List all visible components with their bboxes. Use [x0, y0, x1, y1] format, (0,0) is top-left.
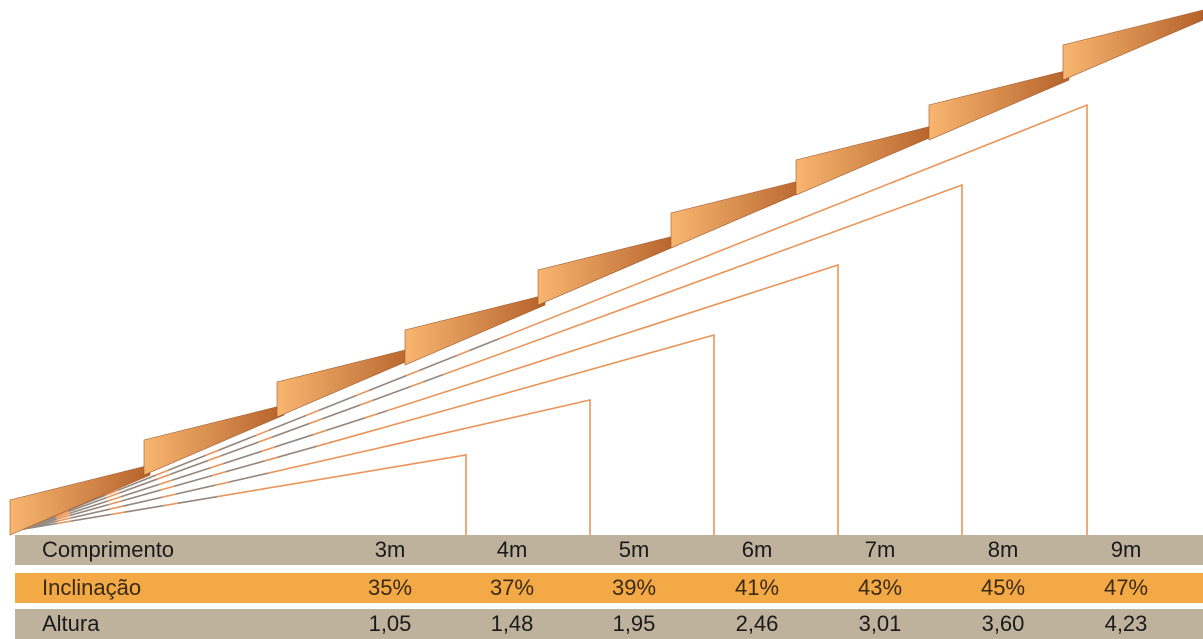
cell-inclinacao-5m: 39%	[611, 575, 657, 600]
slope-lines	[17, 103, 1088, 540]
cell-inclinacao-9m: 47%	[1103, 575, 1149, 600]
cell-inclinacao-4m: 37%	[489, 575, 535, 600]
cell-altura-3m: 1,05	[368, 611, 412, 636]
slope-line-6m	[17, 263, 839, 540]
slope-line-8m	[17, 103, 1088, 540]
cell-inclinacao-7m: 43%	[857, 575, 903, 600]
cell-comprimento-9m: 9m	[1110, 537, 1142, 562]
slope-line-shade-3m	[17, 495, 220, 531]
row-altura: Altura 1,05 1,48 1,95 2,46 3,01 3,60 4,2…	[15, 609, 1203, 639]
cell-comprimento-6m: 6m	[741, 537, 773, 562]
slope-line-shade-5m	[17, 441, 332, 531]
roof-tile-9	[1062, 9, 1203, 81]
slope-line-3m	[17, 454, 467, 540]
cell-inclinacao-8m: 45%	[980, 575, 1026, 600]
row-label-inclinacao: Inclinação	[42, 575, 142, 600]
slope-line-7m	[17, 183, 963, 540]
cell-comprimento-7m: 7m	[864, 537, 896, 562]
cell-inclinacao-3m: 35%	[367, 575, 413, 600]
roof-tile-3	[276, 346, 418, 418]
roof-tile-4	[404, 294, 546, 366]
roof-tiles	[9, 9, 1203, 536]
slope-line-4m	[17, 398, 591, 540]
cell-comprimento-3m: 3m	[374, 537, 406, 562]
roof-tile-5	[537, 234, 679, 306]
slope-line-shade-7m	[17, 374, 444, 531]
cell-comprimento-8m: 8m	[987, 537, 1019, 562]
cell-altura-5m: 1,95	[612, 611, 656, 636]
row-comprimento: Comprimento 3m 4m 5m 6m 7m 8m 9m	[15, 535, 1203, 565]
slope-line-shade-6m	[17, 410, 388, 531]
roof-tile-6	[670, 177, 812, 249]
cell-altura-8m: 3,60	[981, 611, 1025, 636]
cell-comprimento-5m: 5m	[618, 537, 650, 562]
cell-inclinacao-6m: 41%	[734, 575, 780, 600]
cell-comprimento-4m: 4m	[496, 537, 528, 562]
cell-altura-9m: 4,23	[1104, 611, 1148, 636]
roof-tile-8	[928, 69, 1070, 141]
row-inclinacao: Inclinação 35% 37% 39% 41% 43% 45% 47%	[15, 573, 1203, 603]
cell-altura-6m: 2,46	[735, 611, 779, 636]
row-label-altura: Altura	[42, 611, 100, 636]
cell-altura-4m: 1,48	[490, 611, 534, 636]
roof-tile-7	[795, 124, 937, 196]
slope-line-shade-8m	[17, 338, 500, 531]
roof-tile-1	[9, 464, 151, 536]
row-label-comprimento: Comprimento	[42, 537, 175, 562]
slope-line-shade-4m	[17, 470, 276, 531]
cell-altura-7m: 3,01	[858, 611, 902, 636]
